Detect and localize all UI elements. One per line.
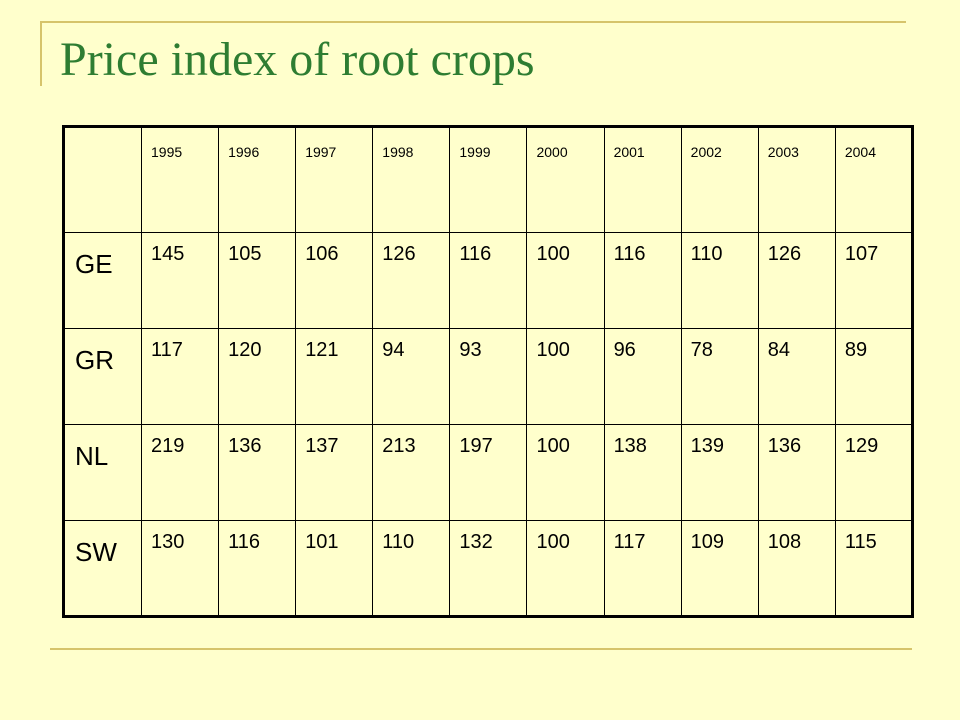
index-value: 121 (295, 328, 374, 425)
table-row: GE 145 105 106 126 116 100 116 110 126 1… (63, 232, 914, 329)
index-value: 101 (295, 520, 374, 617)
index-value: 132 (449, 520, 528, 617)
index-value: 100 (526, 232, 605, 329)
top-decor-line (40, 21, 906, 23)
index-value: 84 (757, 328, 836, 425)
index-value: 136 (218, 424, 297, 521)
index-value: 93 (449, 328, 528, 425)
index-value: 96 (603, 328, 682, 425)
index-value: 116 (603, 232, 682, 329)
country-label: GE (63, 232, 142, 329)
index-value: 106 (295, 232, 374, 329)
price-index-table: 1995 1996 1997 1998 1999 2000 2001 2002 … (62, 125, 914, 618)
year-header: 1996 (218, 126, 297, 233)
index-value: 108 (757, 520, 836, 617)
index-value: 116 (449, 232, 528, 329)
year-header: 1998 (372, 126, 451, 233)
index-value: 126 (757, 232, 836, 329)
index-value: 100 (526, 520, 605, 617)
year-header: 1997 (295, 126, 374, 233)
index-value: 136 (757, 424, 836, 521)
left-decor-line (40, 21, 42, 86)
corner-cell (63, 126, 142, 233)
index-value: 110 (372, 520, 451, 617)
index-value: 117 (140, 328, 220, 425)
table-row: SW 130 116 101 110 132 100 117 109 108 1… (63, 520, 914, 617)
index-value: 94 (372, 328, 451, 425)
index-value: 115 (834, 520, 914, 617)
index-value: 105 (218, 232, 297, 329)
index-value: 109 (680, 520, 759, 617)
index-value: 107 (834, 232, 914, 329)
country-label: SW (63, 520, 142, 617)
table-row: GR 117 120 121 94 93 100 96 78 84 89 (63, 328, 914, 425)
index-value: 138 (603, 424, 682, 521)
table-row: NL 219 136 137 213 197 100 138 139 136 1… (63, 424, 914, 521)
index-value: 120 (218, 328, 297, 425)
index-value: 110 (680, 232, 759, 329)
index-value: 137 (295, 424, 374, 521)
year-header: 2004 (834, 126, 914, 233)
index-value: 89 (834, 328, 914, 425)
index-value: 117 (603, 520, 682, 617)
year-header: 1999 (449, 126, 528, 233)
country-label: GR (63, 328, 142, 425)
index-value: 197 (449, 424, 528, 521)
index-value: 130 (140, 520, 220, 617)
index-value: 213 (372, 424, 451, 521)
index-value: 78 (680, 328, 759, 425)
index-value: 116 (218, 520, 297, 617)
slide-title: Price index of root crops (60, 33, 535, 86)
index-value: 145 (140, 232, 220, 329)
index-value: 139 (680, 424, 759, 521)
index-value: 126 (372, 232, 451, 329)
year-header: 2003 (757, 126, 836, 233)
index-value: 219 (140, 424, 220, 521)
bottom-decor-line (50, 648, 912, 650)
index-value: 129 (834, 424, 914, 521)
year-header: 2001 (603, 126, 682, 233)
index-value: 100 (526, 328, 605, 425)
year-header-row: 1995 1996 1997 1998 1999 2000 2001 2002 … (63, 126, 914, 233)
index-value: 100 (526, 424, 605, 521)
year-header: 1995 (140, 126, 220, 233)
year-header: 2000 (526, 126, 605, 233)
country-label: NL (63, 424, 142, 521)
year-header: 2002 (680, 126, 759, 233)
